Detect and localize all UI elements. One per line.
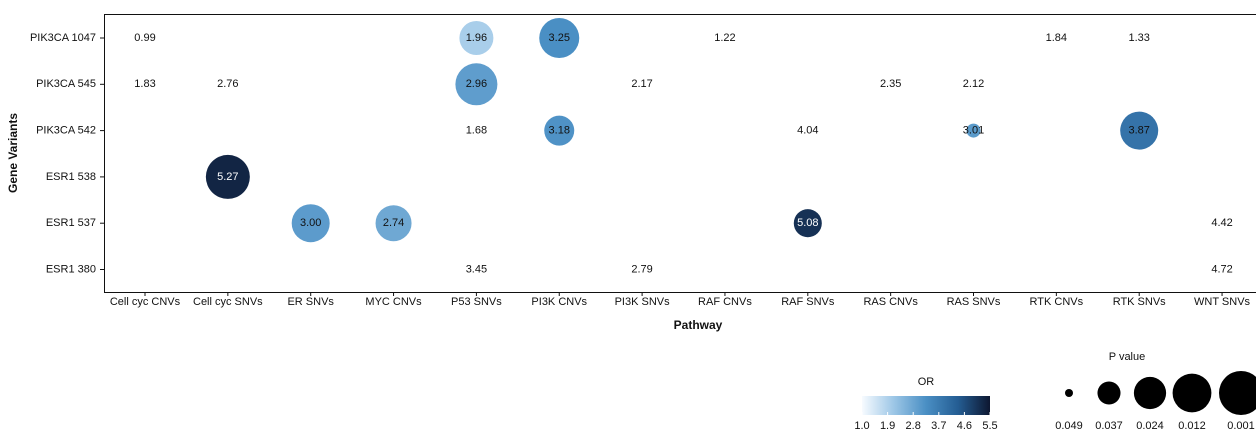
x-tick-label: WNT SNVs [1194,296,1251,308]
bubble [793,209,822,238]
color-bar [862,396,990,415]
value-label: 3.00 [300,217,321,229]
size-legend-circle [1133,376,1167,410]
value-label: 2.17 [631,78,652,90]
value-label: 2.74 [383,217,404,229]
x-tick-label: PI3K CNVs [531,296,587,308]
x-tick-label: RAS CNVs [863,296,918,308]
value-label: 1.84 [1046,32,1067,44]
value-label: 1.68 [466,125,487,137]
value-label: 2.35 [880,78,901,90]
bubble [205,154,250,199]
value-label: 1.33 [1128,32,1149,44]
x-tick-label: RAF SNVs [781,296,835,308]
value-label: 2.96 [466,78,487,90]
size-legend-label: 0.049 [1055,420,1083,432]
color-legend-title: OR [918,376,935,388]
bubble [375,205,412,242]
bubble [539,17,580,59]
value-label: 4.72 [1211,263,1232,275]
size-legend-label: 0.037 [1095,420,1123,432]
value-label: 4.04 [797,125,818,137]
y-tick-label: ESR1 537 [46,217,96,229]
size-legend-circle [1065,389,1073,397]
value-label: 3.87 [1128,125,1149,137]
size-legend-label: 0.012 [1178,420,1206,432]
color-tick-label: 5.5 [982,420,997,432]
value-label: 2.79 [631,263,652,275]
bubble [455,63,498,106]
bubble [544,115,575,146]
x-tick-label: P53 SNVs [451,296,502,308]
size-legend-circle [1219,371,1256,415]
value-label: 5.08 [797,217,818,229]
x-tick-label: RTK SNVs [1113,296,1166,308]
x-tick-label: RAF CNVs [698,296,752,308]
x-tick-label: RTK CNVs [1030,296,1084,308]
value-label: 0.99 [134,32,155,44]
value-label: 4.42 [1211,217,1232,229]
value-label: 5.27 [217,171,238,183]
value-label: 2.76 [217,78,238,90]
y-tick-label: ESR1 380 [46,263,96,275]
x-tick-label: Cell cyc CNVs [110,296,181,308]
x-tick-label: Cell cyc SNVs [193,296,263,308]
plot-frame [104,14,1256,293]
size-legend-circle [1172,373,1212,413]
color-tick-label: 1.0 [854,420,869,432]
y-tick-label: PIK3CA 542 [36,125,96,137]
x-tick-label: RAS SNVs [947,296,1001,308]
y-axis-title: Gene Variants [6,113,20,193]
bubble [1120,111,1159,150]
color-tick-label: 4.6 [957,420,972,432]
color-tick-label: 2.8 [906,420,921,432]
x-axis-title: Pathway [674,318,723,332]
color-tick-label: 3.7 [931,420,946,432]
value-label: 3.45 [466,263,487,275]
x-tick-label: MYC CNVs [365,296,422,308]
y-tick-label: PIK3CA 1047 [30,32,96,44]
value-label: 3.18 [549,125,570,137]
bubble [966,123,981,138]
color-tick-label: 1.9 [880,420,895,432]
x-tick-label: ER SNVs [287,296,334,308]
value-label: 1.83 [134,78,155,90]
value-label: 3.25 [549,32,570,44]
value-label: 1.96 [466,32,487,44]
bubble [459,21,494,55]
size-legend-title: P value [1109,351,1146,363]
y-tick-label: PIK3CA 545 [36,78,96,90]
y-tick-label: ESR1 538 [46,171,96,183]
value-label: 3.01 [963,125,984,137]
size-legend-label: 0.024 [1136,420,1164,432]
x-tick-label: PI3K SNVs [615,296,671,308]
value-label: 2.12 [963,78,984,90]
size-legend-label: 0.001 [1227,420,1255,432]
value-label: 1.22 [714,32,735,44]
size-legend-circle [1097,381,1121,405]
bubble [291,204,330,243]
